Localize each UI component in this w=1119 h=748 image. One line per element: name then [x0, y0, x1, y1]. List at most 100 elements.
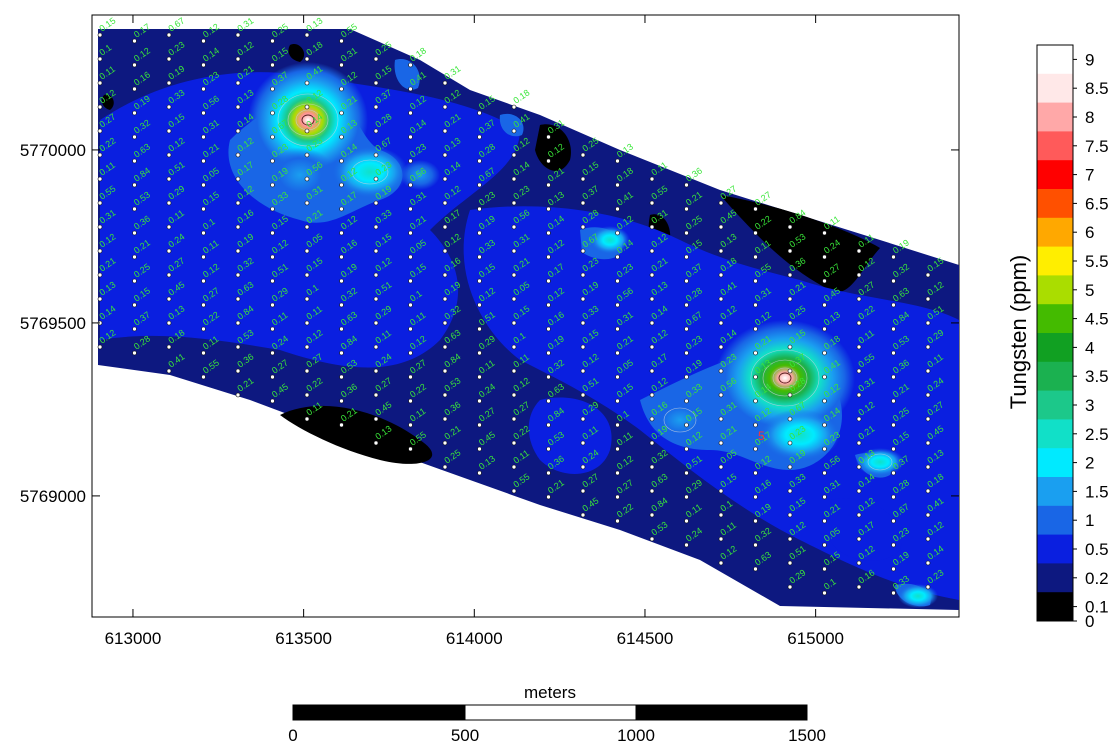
sample-point	[304, 104, 310, 110]
sample-point	[546, 494, 551, 500]
sample-point	[339, 206, 344, 212]
sample-point	[684, 350, 689, 356]
sample-point	[787, 440, 793, 446]
colorbar-swatch	[1037, 189, 1073, 219]
sample-point	[201, 182, 206, 188]
sample-point	[132, 86, 137, 92]
sample-point	[511, 104, 517, 110]
sample-point	[339, 110, 344, 116]
sample-point	[649, 512, 655, 518]
elevated-zone	[499, 113, 524, 137]
colorbar-swatch	[1037, 361, 1073, 392]
scale-bar-label: 1000	[617, 726, 655, 745]
sample-point	[408, 134, 413, 140]
sample-point	[615, 158, 620, 164]
low-zone	[280, 405, 433, 464]
low-zone	[288, 43, 305, 62]
sample-point	[304, 32, 310, 38]
sample-point	[856, 392, 862, 398]
sample-point	[787, 560, 793, 566]
sample-point	[442, 248, 448, 254]
sample-point	[97, 344, 103, 350]
colorbar-label: 7.5	[1085, 137, 1109, 156]
sample-point	[615, 374, 620, 380]
sample-point	[718, 440, 724, 446]
sample-point	[166, 296, 172, 302]
sample-point	[753, 470, 758, 476]
sample-point	[684, 182, 689, 188]
y-tick-label: 5769000	[20, 487, 86, 506]
sample-point	[166, 320, 172, 326]
moderate-zone	[528, 397, 612, 474]
colorbar-swatch	[1037, 102, 1073, 132]
sample-point	[339, 398, 344, 404]
sample-point	[684, 518, 689, 524]
sample-point	[373, 416, 379, 422]
low-zone	[720, 195, 880, 292]
sample-point	[408, 278, 413, 284]
hotspot-label: 5	[758, 429, 765, 443]
sample-point	[856, 560, 862, 566]
sample-point	[442, 200, 448, 206]
sample-point	[442, 368, 448, 374]
sample-point	[753, 566, 758, 572]
sample-point	[753, 422, 758, 428]
sample-point	[511, 224, 517, 230]
sample-point	[787, 320, 793, 326]
sample-point	[373, 392, 379, 398]
sample-point	[408, 110, 413, 116]
sample-point	[339, 158, 344, 164]
sample-point	[132, 278, 137, 284]
sample-point	[477, 278, 482, 284]
sample-point	[235, 296, 241, 302]
sample-point	[235, 320, 241, 326]
sample-point	[235, 176, 241, 182]
sample-point	[580, 320, 586, 326]
sample-point	[132, 182, 137, 188]
colorbar: 9 8.5 8 7.5 7 6.5 6 5.5 5 4.5 4 3.5 3 2.5 2 1.5 1 0.5 0.2 0…	[1036, 44, 1109, 631]
sample-point	[684, 230, 689, 236]
sample-point	[546, 182, 551, 188]
sample-point	[856, 248, 862, 254]
sample-point	[787, 272, 793, 278]
sample-point	[546, 134, 551, 140]
sample-point	[442, 176, 448, 182]
sample-point	[270, 302, 275, 308]
sample-point	[304, 392, 310, 398]
sample-point	[649, 488, 655, 494]
sample-point	[408, 422, 413, 428]
sample-point	[270, 158, 275, 164]
sample-point	[615, 206, 620, 212]
sample-point	[615, 254, 620, 260]
sample-point	[546, 326, 551, 332]
sample-point	[373, 176, 379, 182]
sample-point	[925, 272, 931, 278]
sample-point	[339, 278, 344, 284]
colorbar-label: 2.5	[1085, 425, 1109, 444]
sample-point	[925, 488, 931, 494]
x-tick-label: 615000	[787, 629, 844, 648]
sample-point	[408, 350, 413, 356]
sample-point	[615, 494, 620, 500]
sample-point	[546, 446, 551, 452]
contour-lines-core	[301, 114, 792, 384]
sample-point	[270, 230, 275, 236]
scale-bar: meters 0 500 1000 1500	[288, 683, 826, 745]
sample-point	[856, 440, 862, 446]
sample-point	[856, 344, 862, 350]
sample-point	[891, 302, 896, 308]
sample-point	[373, 272, 379, 278]
colorbar-swatch	[1037, 333, 1073, 363]
colorbar-label: 0.1	[1085, 598, 1109, 617]
sample-point	[925, 416, 931, 422]
sample-point	[408, 374, 413, 380]
sample-point	[408, 254, 413, 260]
sample-point	[753, 254, 758, 260]
sample-point	[97, 56, 103, 62]
sample-point	[408, 86, 413, 92]
colorbar-label: 7	[1085, 166, 1094, 185]
sample-point	[822, 230, 827, 236]
sample-point	[304, 56, 310, 62]
sample-point	[166, 56, 172, 62]
sample-point	[511, 344, 517, 350]
